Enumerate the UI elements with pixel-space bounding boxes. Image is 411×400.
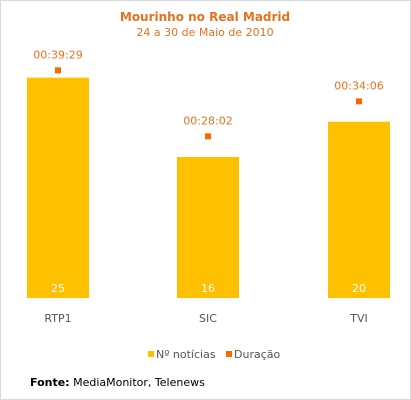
source-note: Fonte: MediaMonitor, Telenews: [30, 376, 205, 389]
bar-value-rtp1: 25: [51, 282, 65, 295]
bar-sic: [177, 156, 239, 298]
duration-label-rtp1: 00:39:29: [33, 48, 82, 61]
legend-label-noticias: Nº notícias: [156, 348, 216, 361]
source-label: Fonte:: [30, 376, 70, 389]
bar-rtp1: [27, 77, 89, 299]
bar-value-tvi: 20: [352, 282, 366, 295]
chart-title: Mourinho no Real Madrid: [120, 10, 290, 24]
duration-marker-tvi: [356, 98, 362, 105]
legend-swatch-duracao: [226, 351, 232, 357]
x-tick-label-sic: SIC: [199, 312, 217, 325]
duration-label-tvi: 00:34:06: [334, 79, 383, 92]
source-text: MediaMonitor, Telenews: [69, 376, 205, 389]
plot-area: 25 00:39:29 RTP1 16 00:28:02 SIC 20 00:34:06 TVI: [27, 48, 390, 325]
chart-subtitle: 24 a 30 de Maio de 2010: [136, 26, 273, 39]
legend: Nº notícias Duração: [148, 348, 280, 361]
duration-label-sic: 00:28:02: [183, 114, 232, 127]
duration-marker-sic: [205, 133, 211, 140]
duration-marker-rtp1: [55, 67, 61, 74]
legend-swatch-noticias: [148, 351, 154, 357]
legend-label-duracao: Duração: [234, 348, 280, 361]
x-tick-label-rtp1: RTP1: [44, 312, 71, 325]
x-tick-label-tvi: TVI: [349, 312, 368, 325]
bar-value-sic: 16: [201, 282, 215, 295]
bar-tvi: [328, 121, 390, 298]
